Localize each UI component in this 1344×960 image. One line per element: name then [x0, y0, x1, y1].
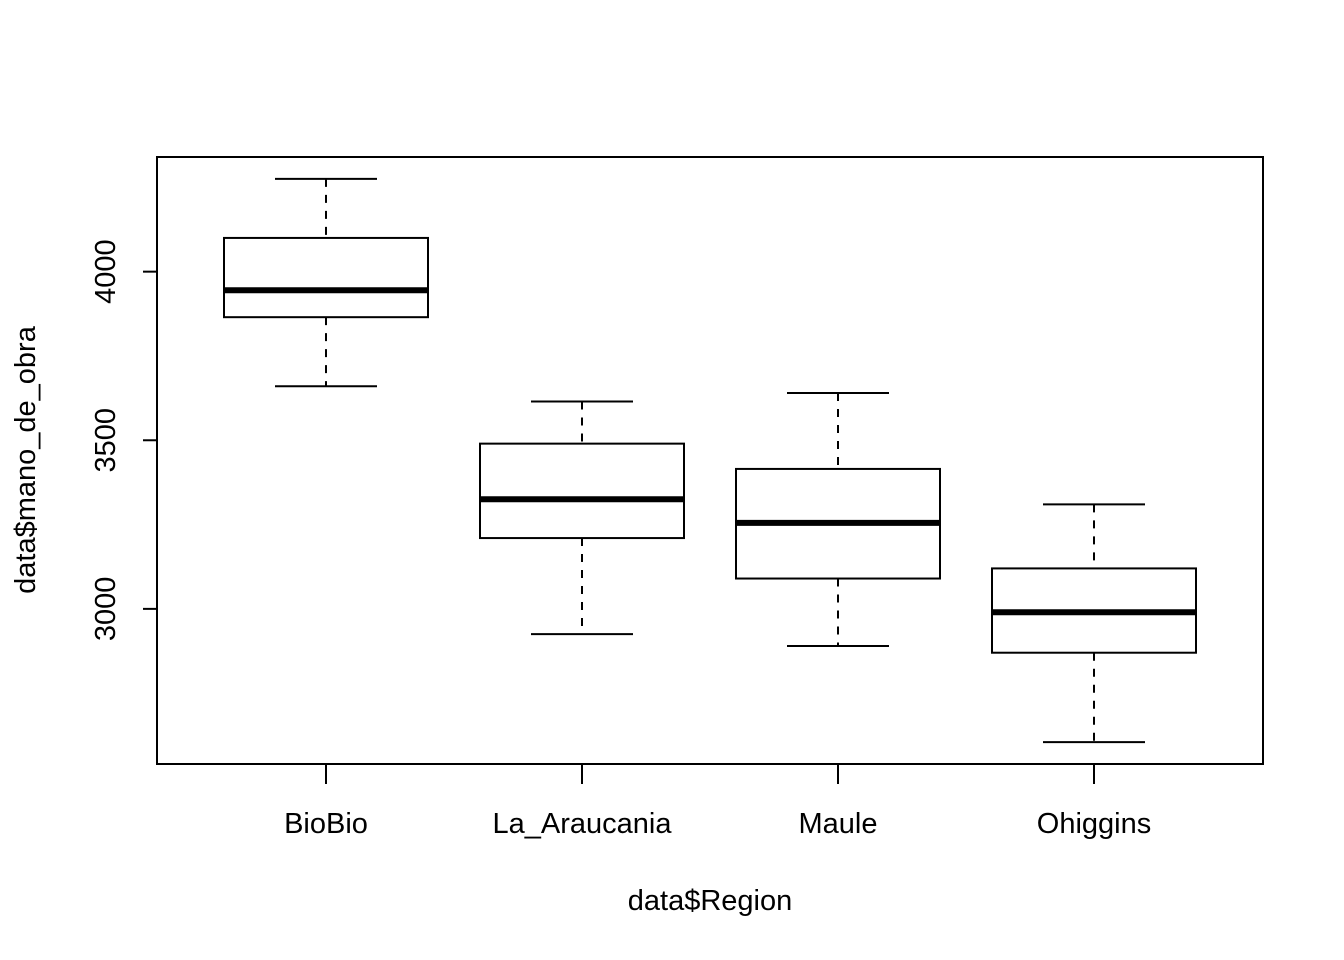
x-tick-label: Maule	[799, 808, 878, 840]
y-tick-label: 3500	[90, 408, 122, 473]
x-axis-label: data$Region	[628, 885, 792, 917]
x-tick-label: Ohiggins	[1037, 808, 1151, 840]
box-marks	[223, 177, 1197, 744]
box-iqr	[223, 236, 429, 319]
x-tick-label: La_Araucania	[493, 808, 673, 840]
y-axis-label: data$mano_de_obra	[10, 325, 42, 594]
box-group-la-araucania	[479, 400, 685, 636]
box-group-biobio	[223, 177, 429, 388]
y-axis: 3000 3500 4000	[90, 239, 157, 641]
y-tick-label: 4000	[90, 239, 122, 304]
x-tick-label: BioBio	[284, 808, 368, 840]
x-axis: BioBio La_Araucania Maule Ohiggins	[284, 764, 1151, 840]
box-group-ohiggins	[991, 503, 1197, 744]
y-tick-label: 3000	[90, 577, 122, 642]
box-group-maule	[735, 392, 941, 647]
box-iqr	[479, 442, 685, 540]
plot-frame	[156, 156, 1264, 765]
